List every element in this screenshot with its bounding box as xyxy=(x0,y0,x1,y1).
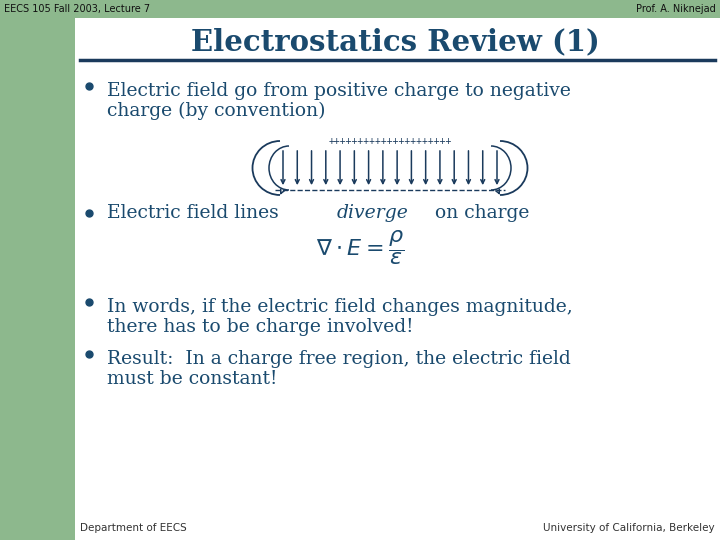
Text: EECS 105 Fall 2003, Lecture 7: EECS 105 Fall 2003, Lecture 7 xyxy=(4,4,150,14)
Bar xyxy=(75,18,720,540)
Bar xyxy=(0,0,720,18)
Bar xyxy=(0,18,75,540)
Text: must be constant!: must be constant! xyxy=(107,370,277,388)
Text: +++++++++++++++++++++: +++++++++++++++++++++ xyxy=(328,136,451,146)
Text: Prof. A. Niknejad: Prof. A. Niknejad xyxy=(636,4,716,14)
Text: Result:  In a charge free region, the electric field: Result: In a charge free region, the ele… xyxy=(107,350,571,368)
Text: Electric field go from positive charge to negative: Electric field go from positive charge t… xyxy=(107,82,571,100)
Text: on charge: on charge xyxy=(429,204,529,222)
Text: there has to be charge involved!: there has to be charge involved! xyxy=(107,318,413,336)
Text: In words, if the electric field changes magnitude,: In words, if the electric field changes … xyxy=(107,298,572,316)
Text: $\nabla \cdot E = \dfrac{\rho}{\varepsilon}$: $\nabla \cdot E = \dfrac{\rho}{\varepsil… xyxy=(316,228,404,267)
Text: diverge: diverge xyxy=(336,204,408,222)
Text: University of California, Berkeley: University of California, Berkeley xyxy=(544,523,715,533)
Text: Electrostatics Review (1): Electrostatics Review (1) xyxy=(191,28,599,57)
Text: charge (by convention): charge (by convention) xyxy=(107,102,325,120)
Text: Electric field lines: Electric field lines xyxy=(107,204,284,222)
Text: Department of EECS: Department of EECS xyxy=(80,523,186,533)
